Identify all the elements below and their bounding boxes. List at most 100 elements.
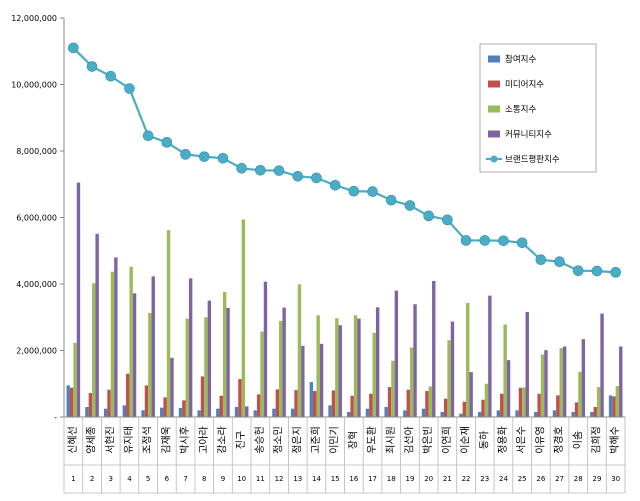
bar: [571, 412, 575, 417]
bar: [222, 291, 227, 417]
x-rank-label: 5: [146, 475, 150, 483]
bar: [241, 219, 246, 417]
brand-index-line: [68, 42, 621, 278]
x-rank-label: 1: [71, 475, 75, 483]
x-category-label: 진구: [235, 431, 247, 449]
x-rank-label: 27: [555, 475, 564, 483]
x-category-label: 이솜: [572, 431, 584, 449]
line-point: [572, 265, 584, 277]
line-point: [105, 70, 117, 82]
bar: [141, 410, 145, 417]
x-category-label: 박은빈: [422, 426, 434, 454]
line-point: [198, 151, 210, 162]
bar: [403, 410, 407, 417]
legend-marker: [490, 155, 498, 163]
bar: [384, 407, 388, 417]
bar: [88, 393, 93, 417]
bar: [421, 408, 426, 417]
bar: [182, 400, 186, 418]
bar: [260, 331, 264, 417]
bar: [369, 393, 373, 417]
bar: [600, 313, 604, 417]
bar: [226, 307, 230, 417]
legend-label: 참여지수: [505, 54, 536, 65]
x-rank-label: 6: [165, 475, 170, 483]
bar: [331, 390, 336, 417]
x-category-label: 박시후: [179, 426, 191, 454]
bar: [151, 276, 155, 417]
x-category-label: 양세종: [86, 426, 98, 454]
bar: [110, 271, 115, 417]
line-point: [404, 200, 416, 211]
bar: [581, 339, 586, 417]
x-category-label: 정은지: [291, 426, 303, 454]
bar: [447, 340, 451, 417]
bar: [328, 405, 332, 417]
bar: [92, 283, 96, 417]
legend-label: 소통지수: [505, 105, 536, 115]
bar: [612, 396, 616, 417]
bar: [160, 407, 164, 417]
bar: [132, 293, 137, 417]
bar: [357, 318, 361, 417]
bar: [556, 395, 560, 417]
bar: [309, 382, 314, 417]
x-rank-label: 24: [499, 475, 508, 483]
bar: [103, 408, 108, 417]
bar: [316, 315, 320, 417]
bar: [506, 360, 511, 417]
bar: [166, 230, 171, 417]
bar: [275, 389, 280, 417]
bar: [294, 390, 298, 417]
x-rank-label: 28: [574, 475, 583, 483]
bar: [347, 412, 351, 417]
x-rank-label: 4: [127, 475, 132, 483]
line-point: [348, 185, 360, 197]
line-point: [479, 235, 491, 246]
x-rank-label: 29: [592, 475, 601, 483]
bar: [432, 281, 436, 417]
x-rank-label: 20: [424, 475, 433, 483]
line-point: [516, 237, 528, 249]
x-rank-label: 22: [462, 475, 471, 483]
x-category-label: 이유영: [534, 426, 546, 454]
x-category-label: 이연희: [441, 426, 453, 454]
x-rank-label: 30: [611, 475, 620, 483]
bar: [178, 408, 183, 417]
x-category-label: 최시원: [385, 426, 397, 454]
x-rank-label: 19: [405, 475, 414, 483]
x-rank-label: 25: [518, 475, 527, 483]
bar: [428, 386, 433, 417]
bar: [272, 408, 276, 417]
bar: [66, 385, 70, 417]
bar: [148, 312, 152, 417]
bar: [163, 397, 167, 417]
x-rank-label: 13: [293, 475, 302, 483]
legend-label: 미디어지수: [505, 79, 544, 90]
bar: [365, 408, 370, 417]
y-tick-label: 4,000,000: [16, 280, 57, 289]
bar: [552, 410, 557, 417]
line-point: [423, 210, 434, 222]
x-rank-label: 3: [109, 475, 113, 483]
x-rank-label: 2: [90, 475, 94, 483]
bar: [297, 284, 302, 417]
bar: [319, 343, 324, 417]
y-tick-label: 12,000,000: [11, 14, 57, 23]
line-point: [385, 194, 397, 206]
line-point: [217, 153, 229, 164]
bar: [375, 307, 380, 417]
bar: [245, 406, 249, 417]
line-point: [367, 186, 378, 197]
x-category-label: 유지태: [123, 426, 135, 454]
x-category-label: 이순재: [460, 426, 472, 454]
bar: [522, 387, 526, 417]
line-point: [554, 256, 565, 268]
line-point: [142, 130, 154, 142]
line-point: [273, 165, 285, 176]
bar: [126, 373, 130, 417]
y-tick-label: 2,000,000: [16, 347, 57, 356]
bar: [409, 347, 414, 417]
bar: [69, 387, 74, 417]
